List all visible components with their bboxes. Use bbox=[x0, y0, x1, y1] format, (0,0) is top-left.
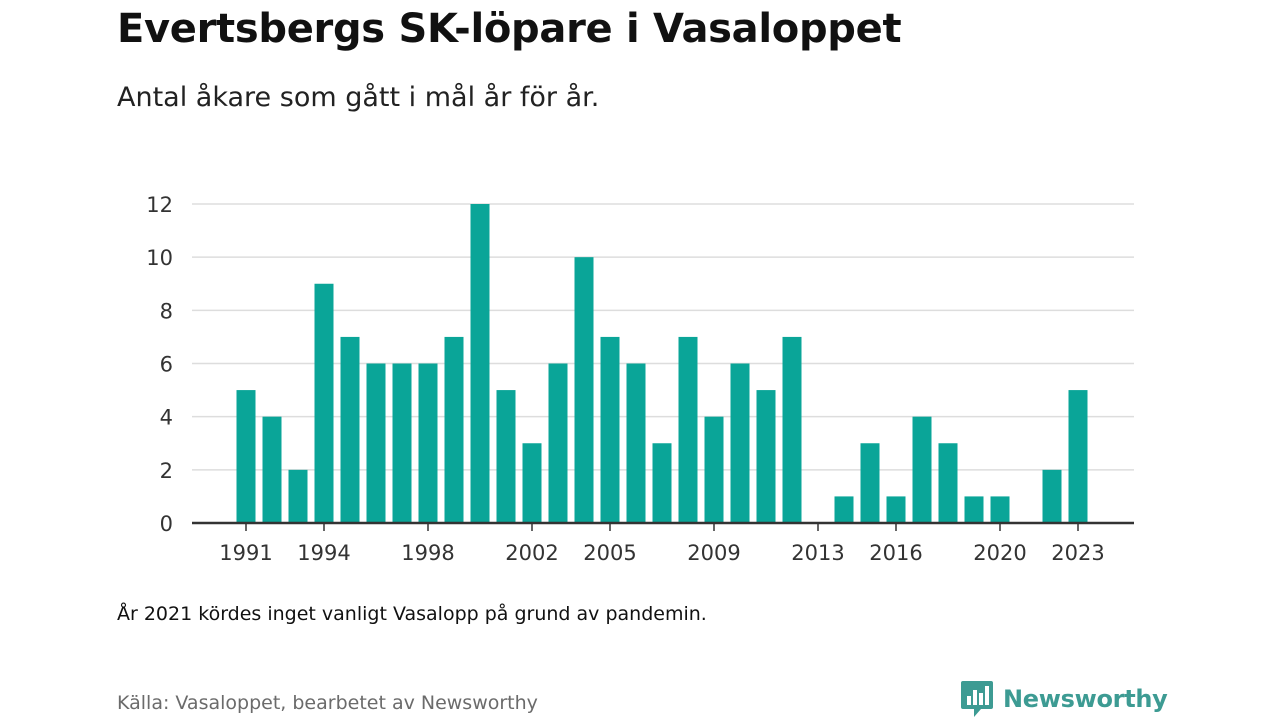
bar bbox=[912, 416, 932, 523]
x-tick-label: 2023 bbox=[1051, 541, 1104, 565]
y-tick-label: 10 bbox=[146, 246, 173, 270]
bar bbox=[314, 283, 334, 523]
bar bbox=[886, 496, 906, 523]
bar-chart: 0 2 4 6 8 10 12 1991 1994 1998 2002 2005 2009 2013 20… bbox=[146, 193, 1134, 565]
bar bbox=[340, 336, 360, 523]
bar bbox=[860, 443, 880, 523]
x-tick-label: 2009 bbox=[687, 541, 740, 565]
bar bbox=[470, 204, 490, 523]
chart-title: Evertsbergs SK-löpare i Vasaloppet bbox=[117, 6, 902, 52]
newsworthy-logo-icon bbox=[961, 681, 993, 717]
y-tick-label: 4 bbox=[160, 406, 173, 430]
y-tick-label: 6 bbox=[160, 353, 173, 377]
bar bbox=[600, 336, 620, 523]
source-text: Källa: Vasaloppet, bearbetet av Newswort… bbox=[117, 692, 538, 714]
footnote: År 2021 kördes inget vanligt Vasalopp på… bbox=[117, 603, 707, 625]
x-tick-label: 1991 bbox=[219, 541, 272, 565]
x-tick-label: 1998 bbox=[401, 541, 454, 565]
bar bbox=[236, 390, 256, 523]
bar bbox=[1068, 390, 1088, 523]
y-tick-label: 2 bbox=[160, 459, 173, 483]
bar bbox=[444, 336, 464, 523]
x-tick-label: 2013 bbox=[791, 541, 844, 565]
bar bbox=[990, 496, 1010, 523]
y-tick-label: 12 bbox=[146, 193, 173, 217]
x-axis-tick-labels: 1991 1994 1998 2002 2005 2009 2013 2016 2020 2023 bbox=[219, 541, 1104, 565]
bar bbox=[366, 363, 386, 523]
logo-text: Newsworthy bbox=[1003, 685, 1168, 713]
bar bbox=[262, 416, 282, 523]
bar bbox=[418, 363, 438, 523]
bar bbox=[678, 336, 698, 523]
bar bbox=[964, 496, 984, 523]
bar bbox=[938, 443, 958, 523]
bar bbox=[730, 363, 750, 523]
bar bbox=[756, 390, 776, 523]
bar bbox=[834, 496, 854, 523]
bar bbox=[392, 363, 412, 523]
bar bbox=[652, 443, 672, 523]
newsworthy-logo[interactable]: Newsworthy bbox=[960, 680, 1168, 718]
bar bbox=[496, 390, 516, 523]
x-axis bbox=[192, 521, 1134, 531]
bar bbox=[548, 363, 568, 523]
bar bbox=[522, 443, 542, 523]
bar bbox=[782, 336, 802, 523]
y-tick-label: 8 bbox=[160, 299, 173, 323]
x-tick-label: 2020 bbox=[973, 541, 1026, 565]
x-tick-label: 2016 bbox=[869, 541, 922, 565]
y-axis-tick-labels: 0 2 4 6 8 10 12 bbox=[146, 193, 173, 536]
bar bbox=[1042, 469, 1062, 523]
bar bbox=[574, 257, 594, 523]
bar bbox=[626, 363, 646, 523]
bars bbox=[236, 204, 1088, 523]
bar bbox=[704, 416, 724, 523]
x-tick-label: 2002 bbox=[505, 541, 558, 565]
bar bbox=[288, 469, 308, 523]
chart-subtitle: Antal åkare som gått i mål år för år. bbox=[117, 82, 600, 113]
x-tick-label: 2005 bbox=[583, 541, 636, 565]
y-tick-label: 0 bbox=[160, 512, 173, 536]
x-tick-label: 1994 bbox=[297, 541, 350, 565]
